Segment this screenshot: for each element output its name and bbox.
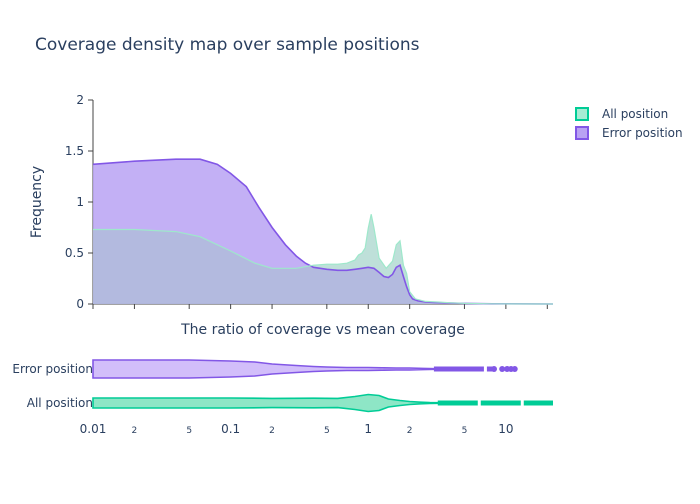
density-overlap-all-position [93, 214, 553, 304]
y-tick-label: 0 [76, 297, 84, 311]
chart-title: Coverage density map over sample positio… [35, 35, 420, 55]
outlier-point [499, 366, 506, 372]
x-tick-label: 2 [407, 426, 413, 436]
x-axis-label: The ratio of coverage vs mean coverage [180, 322, 465, 338]
bottom-strip-plot: Error position All position 0.01 2 5 0.1 2 5 1 2 5… [12, 359, 553, 436]
strip-row-label: All position [27, 396, 93, 410]
outlier-point [511, 366, 518, 372]
density-line-error-position [92, 158, 554, 305]
x-tick-label: 1 [364, 422, 372, 436]
legend-swatch-error-position[interactable] [575, 126, 589, 140]
y-tick-label: 2 [76, 93, 84, 107]
x-tick-label: 5 [324, 426, 330, 436]
outlier-point [491, 366, 498, 372]
x-tick-label: 2 [269, 426, 275, 436]
y-tick-label: 1.5 [65, 144, 84, 158]
y-axis-label: Frequency [29, 166, 45, 238]
y-tick-label: 1 [76, 195, 84, 209]
violin-all-position [92, 393, 439, 413]
legend-label-error-position[interactable]: Error position [602, 126, 683, 140]
legend[interactable]: All position Error position [575, 107, 683, 140]
strip-row-label: Error position [12, 362, 93, 376]
x-tick-label: 5 [462, 426, 468, 436]
main-plot-area: 0 0.5 1 1.5 2 [65, 93, 554, 311]
legend-label-all-position[interactable]: All position [602, 107, 668, 121]
x-tick-label: 10 [498, 422, 513, 436]
legend-swatch-all-position[interactable] [575, 107, 589, 121]
x-tick-label: 2 [132, 426, 138, 436]
density-area-error-position [93, 159, 553, 304]
y-tick-label: 0.5 [65, 246, 84, 260]
violin-error-position [92, 359, 435, 379]
density-line-all-position [93, 214, 554, 305]
x-tick-label: 5 [186, 426, 192, 436]
x-tick-label: 0.1 [221, 422, 240, 436]
x-tick-label: 0.01 [80, 422, 107, 436]
